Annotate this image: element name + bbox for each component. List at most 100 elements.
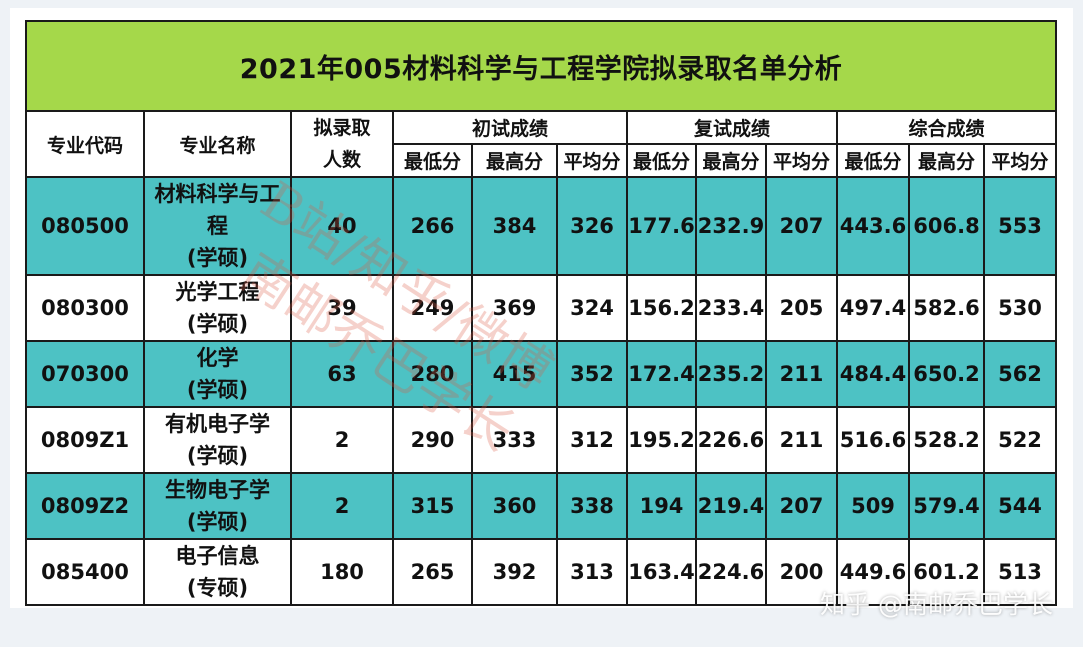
cell-re-max: 226.6 [695,406,767,474]
cell-major-name-line2: (学硕) [186,312,249,336]
header-retest-max: 最高分 [695,143,767,178]
header-overall-min: 最低分 [836,143,910,178]
table-wrapper: 2021年005材料科学与工程学院拟录取名单分析 专业代码 专业名称 拟录取 人… [24,20,1058,606]
cell-tot-min: 443.6 [836,176,910,276]
cell-init-max: 392 [471,538,558,606]
cell-init-avg: 312 [556,406,628,474]
header-name: 专业名称 [143,110,292,178]
cell-tot-max: 606.8 [908,176,985,276]
cell-major-name-line1: 生物电子学 [165,478,270,502]
cell-re-max: 224.6 [695,538,767,606]
cell-code: 080500 [25,176,145,276]
cell-code: 070300 [25,340,145,408]
cell-tot-min: 484.4 [836,340,910,408]
cell-init-avg: 326 [556,176,628,276]
cell-major-name: 化学 (学硕) [143,340,292,408]
cell-count: 2 [290,472,394,540]
table-row: 080500 材料科学与工程 (学硕) 40 266 384 326 177.6 … [25,176,1058,276]
cell-tot-avg: 553 [982,176,1058,276]
cell-init-min: 280 [392,340,473,408]
cell-init-avg: 324 [556,274,628,342]
cell-code: 0809Z2 [25,472,145,540]
header-retest-avg: 平均分 [765,143,838,178]
cell-tot-max: 528.2 [908,406,985,474]
cell-major-name-line2: (学硕) [186,246,249,270]
cell-re-avg: 207 [765,472,838,540]
cell-tot-min: 516.6 [836,406,910,474]
header-overall-max: 最高分 [908,143,985,178]
cell-re-min: 163.4 [626,538,697,606]
header-retest-min: 最低分 [626,143,697,178]
cell-re-max: 235.2 [695,340,767,408]
cell-init-min: 290 [392,406,473,474]
cell-re-max: 219.4 [695,472,767,540]
cell-count: 63 [290,340,394,408]
cell-major-name-line1: 光学工程 [175,280,260,304]
header-overall-avg: 平均分 [982,143,1058,178]
header-overall: 综合成绩 [835,110,1058,145]
cell-init-min: 265 [392,538,473,606]
cell-re-max: 233.4 [695,274,767,342]
table-row: 085400 电子信息 (专硕) 180 265 392 313 163.4 22… [25,538,1058,606]
cell-tot-avg: 522 [982,406,1058,474]
cell-tot-max: 579.4 [908,472,985,540]
table-row: 070300 化学 (学硕) 63 280 415 352 172.4 235.2… [25,340,1058,408]
cell-init-max: 360 [471,472,558,540]
footer-attribution: 知乎 @南邮乔巴学长 [820,590,1053,619]
cell-tot-avg: 562 [982,340,1058,408]
cell-major-name: 有机电子学 (学硕) [143,406,292,474]
cell-tot-avg: 530 [982,274,1058,342]
table-row: 0809Z1 有机电子学 (学硕) 2 290 333 312 195.2 226… [25,406,1058,474]
cell-major-name-line1: 化学 [196,346,239,370]
table-title: 2021年005材料科学与工程学院拟录取名单分析 [24,20,1058,112]
cell-major-name-line2: (学硕) [186,378,249,402]
cell-major-name-line2: (专硕) [186,576,249,600]
cell-init-avg: 313 [556,538,628,606]
cell-major-name: 电子信息 (专硕) [143,538,292,606]
cell-init-min: 315 [392,472,473,540]
cell-major-name-line1: 材料科学与工程 [154,182,281,238]
cell-code: 085400 [25,538,145,606]
cell-init-min: 266 [392,176,473,276]
cell-tot-min: 449.6 [836,538,910,606]
cell-tot-avg: 544 [982,472,1058,540]
cell-tot-max: 650.2 [908,340,985,408]
cell-re-min: 195.2 [626,406,697,474]
cell-init-max: 369 [471,274,558,342]
cell-count: 39 [290,274,394,342]
cell-tot-max: 582.6 [908,274,985,342]
cell-tot-avg: 513 [982,538,1058,606]
header-initial-avg: 平均分 [556,143,628,178]
cell-re-avg: 200 [765,538,838,606]
cell-init-min: 249 [392,274,473,342]
cell-init-max: 333 [471,406,558,474]
cell-init-max: 384 [471,176,558,276]
cell-re-avg: 207 [765,176,838,276]
cell-count: 2 [290,406,394,474]
header-initial-max: 最高分 [471,143,558,178]
cell-major-name: 材料科学与工程 (学硕) [143,176,292,276]
cell-re-min: 177.6 [626,176,697,276]
cell-code: 0809Z1 [25,406,145,474]
header-code: 专业代码 [25,110,145,178]
header-retest: 复试成绩 [626,110,838,145]
cell-init-avg: 338 [556,472,628,540]
cell-re-min: 172.4 [626,340,697,408]
cell-major-name-line1: 有机电子学 [165,412,270,436]
table-row: 080300 光学工程 (学硕) 39 249 369 324 156.2 233… [25,274,1058,342]
cell-re-avg: 211 [765,340,838,408]
cell-count: 180 [290,538,394,606]
cell-tot-max: 601.2 [908,538,985,606]
table-row: 0809Z2 生物电子学 (学硕) 2 315 360 338 194 219.4… [25,472,1058,540]
admission-table: 2021年005材料科学与工程学院拟录取名单分析 专业代码 专业名称 拟录取 人… [24,20,1058,606]
cell-re-min: 156.2 [626,274,697,342]
cell-count: 40 [290,176,394,276]
header-admit-count: 拟录取 人数 [290,110,394,178]
cell-re-min: 194 [626,472,697,540]
cell-init-max: 415 [471,340,558,408]
cell-re-max: 232.9 [695,176,767,276]
cell-major-name: 生物电子学 (学硕) [143,472,292,540]
header-admit-line1: 拟录取 [313,117,371,139]
cell-code: 080300 [25,274,145,342]
cell-re-avg: 205 [765,274,838,342]
